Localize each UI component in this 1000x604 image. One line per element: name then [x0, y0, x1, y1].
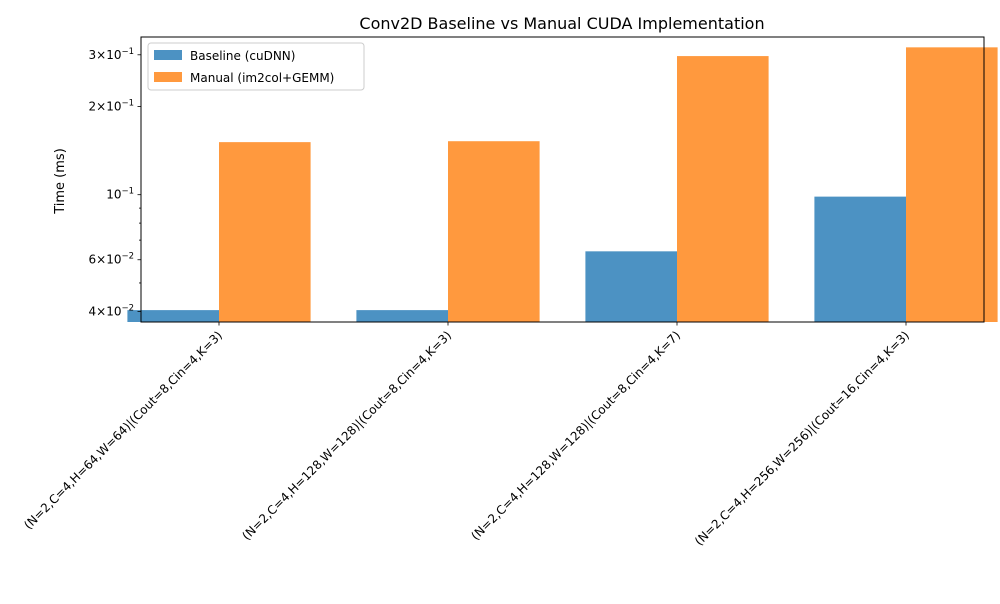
bar-manual-2 — [677, 56, 769, 322]
bar-baseline-2 — [585, 251, 677, 322]
bar-baseline-1 — [356, 310, 448, 322]
legend-label-1: Manual (im2col+GEMM) — [190, 71, 334, 85]
plot-area — [127, 47, 998, 322]
x-tick-label: (N=2,C=4,H=128,W=128)|(Cout=8,Cin=4,K=3) — [239, 328, 454, 543]
x-tick-label: (N=2,C=4,H=128,W=128)|(Cout=8,Cin=4,K=7) — [468, 328, 683, 543]
y-tick-label: 10−1 — [106, 187, 134, 202]
x-tick-label: (N=2,C=4,H=64,W=64)|(Cout=8,Cin=4,K=3) — [21, 328, 225, 532]
bar-manual-1 — [448, 141, 540, 322]
bar-baseline-0 — [127, 310, 219, 322]
legend: Baseline (cuDNN) Manual (im2col+GEMM) — [147, 42, 365, 91]
bar-manual-3 — [906, 47, 998, 322]
bar-baseline-3 — [814, 196, 906, 322]
axes-frame — [140, 36, 985, 323]
legend-swatch-1 — [154, 72, 182, 82]
y-axis-label: Time (ms) — [53, 148, 68, 215]
legend-box — [147, 42, 365, 91]
bar-manual-0 — [219, 142, 311, 322]
y-tick-label: 2×10−1 — [88, 98, 134, 113]
legend-label-0: Baseline (cuDNN) — [190, 49, 295, 63]
x-tick-label: (N=2,C=4,H=256,W=256)|(Cout=16,Cin=4,K=3… — [692, 328, 912, 548]
y-tick-label: 4×10−2 — [88, 303, 134, 318]
legend-swatch-0 — [154, 50, 182, 60]
y-tick-label: 6×10−2 — [88, 252, 134, 267]
chart-title: Conv2D Baseline vs Manual CUDA Implement… — [359, 14, 764, 33]
y-tick-label: 3×10−1 — [88, 47, 134, 62]
